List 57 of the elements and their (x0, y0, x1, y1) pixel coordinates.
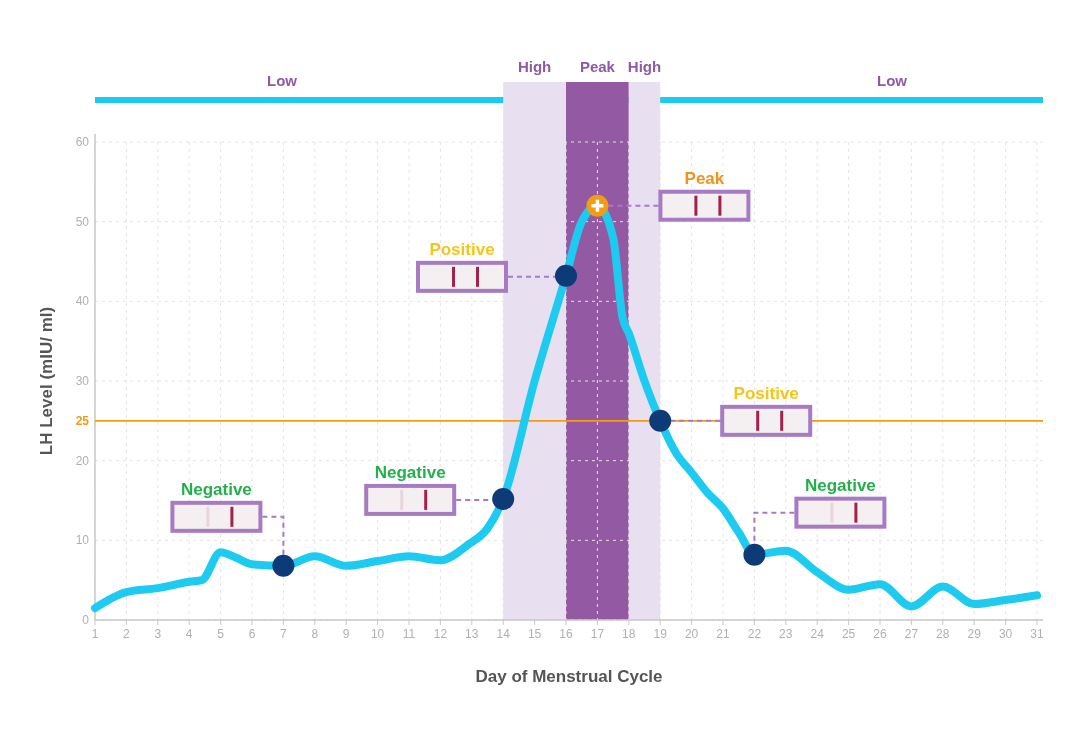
ref-line-label: 25 (75, 413, 90, 428)
x-tick-label: 9 (342, 627, 350, 641)
point (272, 554, 295, 577)
annotation: Peak (684, 168, 725, 188)
x-tick-label: 24 (810, 627, 825, 641)
x-tick-label: 19 (653, 627, 668, 641)
x-tick-label: 21 (716, 627, 730, 641)
annotation: Negative (804, 475, 876, 495)
point (555, 264, 577, 287)
band-label: High (627, 58, 662, 75)
point (492, 487, 515, 510)
x-tick-label: 10 (370, 627, 385, 641)
text: Low (877, 72, 908, 89)
x-tick-label: 1 (91, 627, 99, 641)
x-tick-label: 17 (590, 627, 605, 641)
y-tick-label: 30 (75, 374, 90, 388)
x-tick-label: 20 (684, 627, 699, 641)
x-tick-label: 14 (496, 627, 511, 641)
y-tick-label: 10 (75, 533, 90, 548)
annotation: Negative (180, 479, 252, 499)
x-tick-label: 18 (622, 627, 636, 641)
point (649, 409, 672, 432)
x-tick-label: 8 (311, 627, 319, 641)
x-tick-label: 22 (747, 627, 762, 641)
x-tick-label: 30 (998, 627, 1013, 641)
x-tick-label: 23 (779, 627, 793, 641)
x-tick-label: 15 (527, 627, 542, 641)
x-tick-label: 5 (217, 627, 225, 641)
x-tick-label: 4 (185, 627, 193, 641)
band-label: Peak (579, 58, 616, 75)
annotation: Positive (733, 383, 799, 403)
x-tick-label: 26 (873, 627, 887, 641)
x-tick-label: 29 (967, 627, 982, 641)
y-tick-label: 60 (75, 135, 90, 149)
y-tick-label: 50 (75, 214, 90, 229)
band-label: High (517, 58, 552, 75)
x-tick-label: 13 (465, 627, 479, 641)
x-tick-label: 27 (904, 627, 919, 641)
x-tick-label: 6 (248, 627, 256, 641)
y-tick-label: 20 (75, 453, 90, 468)
x-tick-label: 11 (402, 627, 416, 641)
annotation: Positive (429, 239, 495, 259)
x-tick-label: 31 (1030, 627, 1044, 641)
point (743, 543, 766, 566)
text: Low (267, 72, 298, 89)
x-tick-label: 2 (123, 627, 131, 641)
x-tick-label: 3 (154, 627, 162, 641)
x-tick-label: 12 (433, 627, 448, 641)
annotation: Negative (374, 462, 446, 482)
x-tick-label: 7 (280, 627, 288, 641)
y-axis-title: LH Level (mIU/ ml) (37, 306, 56, 456)
y-tick-label: 40 (75, 294, 90, 309)
x-tick-label: 28 (936, 627, 950, 641)
x-tick-label: 16 (559, 627, 573, 641)
x-tick-label: 25 (841, 627, 856, 641)
x-axis-title: Day of Menstrual Cycle (475, 667, 663, 686)
y-tick-label: 0 (82, 613, 90, 627)
